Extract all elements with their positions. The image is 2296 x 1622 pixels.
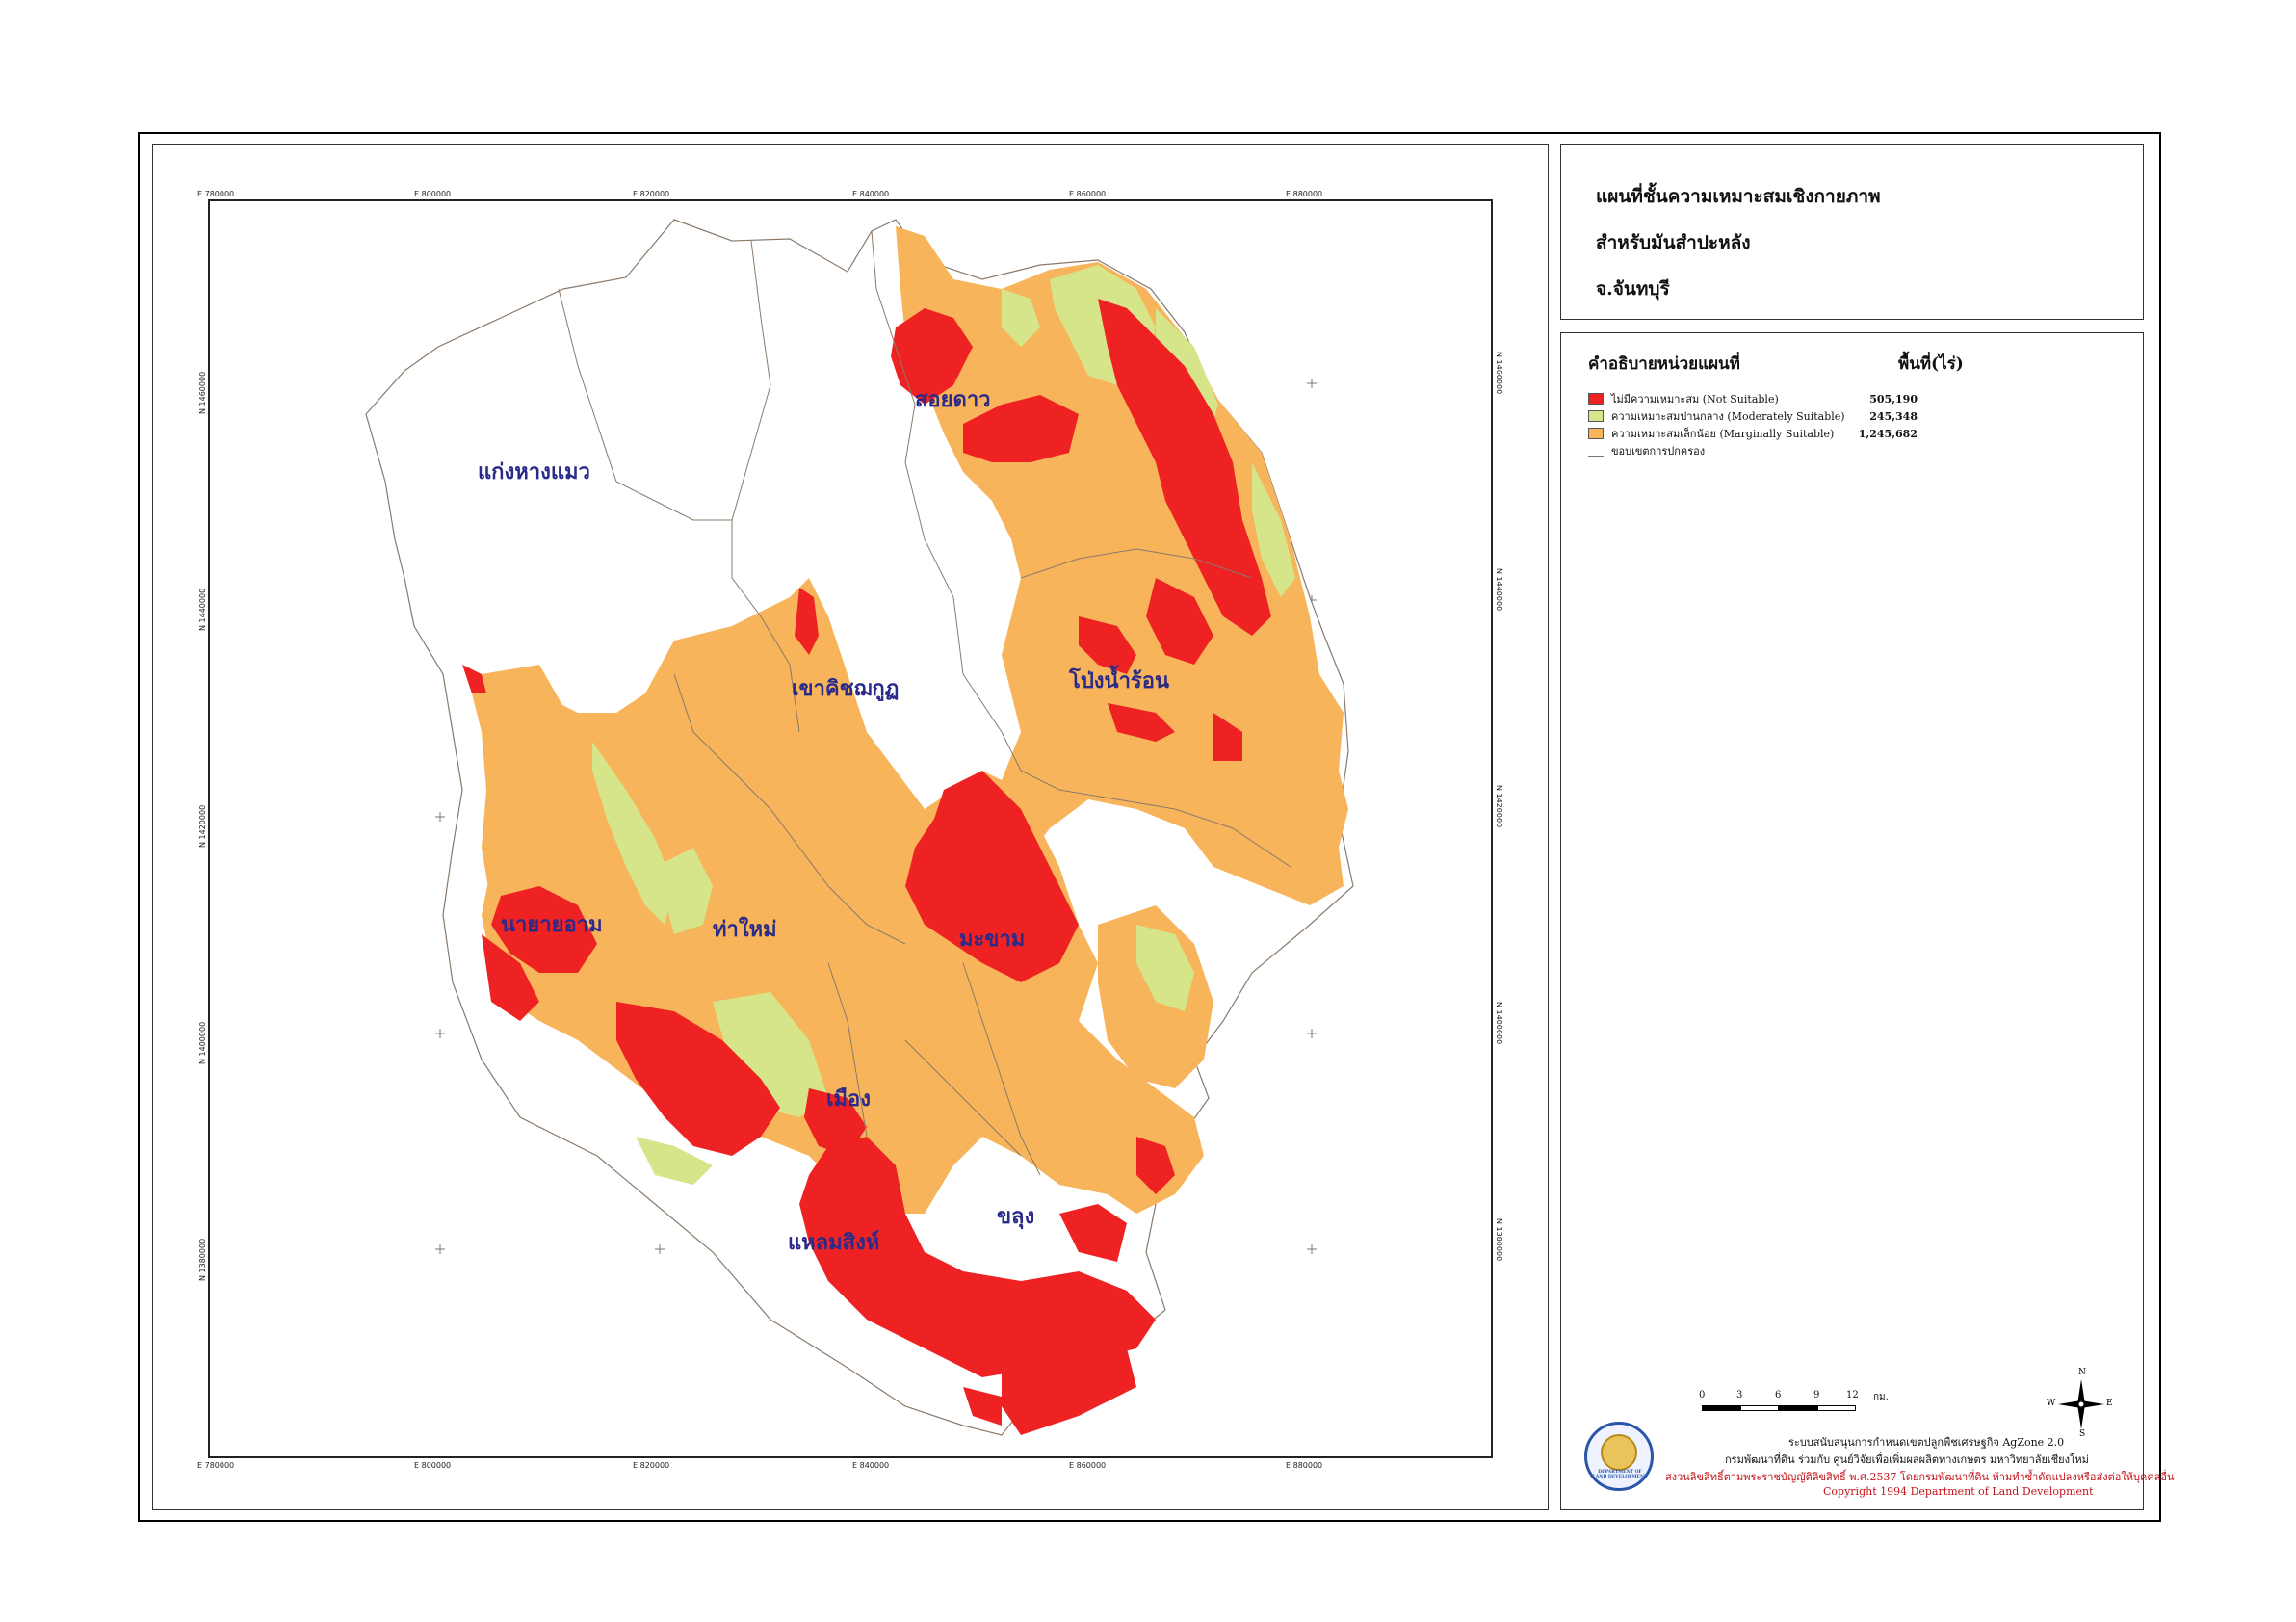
- grid-ticks-right: N 1460000 N 1440000 N 1420000 N 1400000 …: [1495, 352, 1503, 1261]
- tick-bottom-1: E 780000: [197, 1461, 234, 1470]
- legend-item-moderately: ความเหมาะสมปานกลาง (Moderately Suitable): [1588, 408, 1845, 424]
- legend-header-label: คำอธิบายหน่วยแผนที่: [1588, 354, 1740, 374]
- grid-ticks-top: E 780000 E 800000 E 820000 E 840000 E 86…: [197, 190, 1322, 198]
- legend-area-marginally: 1,245,682: [1858, 428, 1918, 440]
- legend-item-not-suitable: ไม่มีความเหมาะสม (Not Suitable): [1588, 391, 1779, 406]
- tick-top-6: E 880000: [1286, 190, 1322, 198]
- credit-line-4: Copyright 1994 Department of Land Develo…: [1823, 1485, 2094, 1498]
- tick-top-5: E 860000: [1069, 190, 1106, 198]
- legend-area-moderately: 245,348: [1869, 410, 1918, 423]
- legend-item-label: ขอบเขตการปกครอง: [1611, 445, 1706, 458]
- land-development-logo: DEPARTMENT OF LAND DEVELOPMENT: [1584, 1422, 1654, 1491]
- tick-bottom-3: E 820000: [633, 1461, 669, 1470]
- tick-left-4: N 1400000: [198, 1022, 207, 1064]
- tick-bottom-5: E 860000: [1069, 1461, 1106, 1470]
- legend-panel: คำอธิบายหน่วยแผนที่ พื้นที่(ไร่) ไม่มีคว…: [1560, 332, 2175, 1510]
- boundary-line-swatch: [1588, 455, 1604, 457]
- label-khao-khitchakut: เขาคิชฌกูฏ: [792, 676, 899, 702]
- label-tha-mai: ท่าใหม่: [713, 916, 777, 942]
- map-panel: [152, 144, 1549, 1510]
- map-subtitle: สำหรับมันสำปะหลัง: [1596, 232, 1751, 253]
- scale-tick: 12: [1846, 1390, 1859, 1400]
- legend-item-label: ไม่มีความเหมาะสม (Not Suitable): [1611, 393, 1779, 406]
- label-laem-sing: แหลมสิงห์: [788, 1230, 879, 1255]
- compass-n: N: [2078, 1368, 2086, 1377]
- tick-bottom-6: E 880000: [1286, 1461, 1322, 1470]
- tick-top-1: E 780000: [197, 190, 234, 198]
- label-khlung: ขลุง: [997, 1204, 1034, 1230]
- district-labels: สอยดาว แก่งหางแมว เขาคิชฌกูฏ โป่งน้ำร้อน…: [478, 387, 1169, 1255]
- label-soi-dao: สอยดาว: [915, 387, 991, 412]
- label-mueang: เมือง: [826, 1086, 871, 1112]
- credit-line-2: กรมพัฒนาที่ดิน ร่วมกับ ศูนย์วิจัยเพื่อเพ…: [1725, 1453, 2089, 1466]
- legend-item-marginally: ความเหมาะสมเล็กน้อย (Marginally Suitable…: [1588, 426, 1834, 441]
- district-boundaries: [558, 230, 1292, 1176]
- map-neatline: [208, 199, 1493, 1458]
- scale-bar: 0 3 6 9 12 กม.: [1699, 1390, 1894, 1428]
- tick-right-2: N 1440000: [1495, 568, 1503, 611]
- legend-item-label: ความเหมาะสมปานกลาง (Moderately Suitable): [1611, 410, 1845, 423]
- scale-unit: กม.: [1873, 1392, 1889, 1402]
- north-arrow-icon: N S E W: [2047, 1368, 2113, 1439]
- logo-text: DEPARTMENT OF LAND DEVELOPMENT: [1592, 1470, 1648, 1479]
- tick-left-3: N 1420000: [198, 805, 207, 848]
- tick-right-5: N 1380000: [1495, 1218, 1503, 1261]
- grid-ticks-left: N 1460000 N 1440000 N 1420000 N 1400000 …: [198, 372, 207, 1281]
- label-makham: มะขาม: [959, 927, 1025, 952]
- map-title: แผนที่ชั้นความเหมาะสมเชิงกายภาพ: [1596, 186, 1881, 207]
- tick-right-3: N 1420000: [1495, 785, 1503, 827]
- map-province: จ.จันทบุรี: [1596, 278, 1670, 300]
- not-suitable-zones: [462, 299, 1271, 1435]
- compass-w: W: [2047, 1399, 2056, 1408]
- compass-e: E: [2106, 1399, 2113, 1408]
- tick-right-1: N 1460000: [1495, 352, 1503, 394]
- legend-item-boundary: ขอบเขตการปกครอง: [1588, 443, 1705, 458]
- tick-top-3: E 820000: [633, 190, 669, 198]
- tick-right-4: N 1400000: [1495, 1002, 1503, 1044]
- tick-left-1: N 1460000: [198, 372, 207, 414]
- tick-left-2: N 1440000: [198, 589, 207, 631]
- map-sheet-frame: [138, 132, 2161, 1522]
- credit-line-3: สงวนลิขสิทธิ์ตามพระราชบัญญัติลิขสิทธิ์ พ…: [1665, 1471, 2175, 1483]
- scale-tick: 3: [1736, 1390, 1743, 1400]
- label-kaeng-hang-maeo: แก่งหางแมว: [478, 459, 590, 484]
- title-panel: แผนที่ชั้นความเหมาะสมเชิงกายภาพ สำหรับมั…: [1560, 144, 2144, 320]
- legend-header-area: พื้นที่(ไร่): [1898, 354, 1964, 374]
- scale-tick: 0: [1699, 1390, 1706, 1400]
- scale-tick: 6: [1775, 1390, 1782, 1400]
- legend-area-not-suitable: 505,190: [1869, 393, 1918, 406]
- tick-left-5: N 1380000: [198, 1239, 207, 1281]
- compass-s: S: [2079, 1429, 2086, 1439]
- label-na-yai-am: นายายอาม: [501, 912, 603, 937]
- swatch-marginally: [1588, 428, 1604, 439]
- tick-top-4: E 840000: [852, 190, 889, 198]
- tick-bottom-4: E 840000: [852, 1461, 889, 1470]
- legend-item-label: ความเหมาะสมเล็กน้อย (Marginally Suitable…: [1611, 428, 1835, 440]
- tick-top-2: E 800000: [414, 190, 451, 198]
- scale-tick: 9: [1813, 1390, 1820, 1400]
- tick-bottom-2: E 800000: [414, 1461, 451, 1470]
- swatch-moderately: [1588, 410, 1604, 422]
- grid-ticks-bottom: E 780000 E 800000 E 820000 E 840000 E 86…: [197, 1461, 1322, 1470]
- credit-line-1: ระบบสนับสนุนการกำหนดเขตปลูกพืชเศรษฐกิจ A…: [1788, 1436, 2065, 1449]
- swatch-not-suitable: [1588, 393, 1604, 405]
- label-pong-nam-ron: โป่งน้ำร้อน: [1068, 665, 1169, 693]
